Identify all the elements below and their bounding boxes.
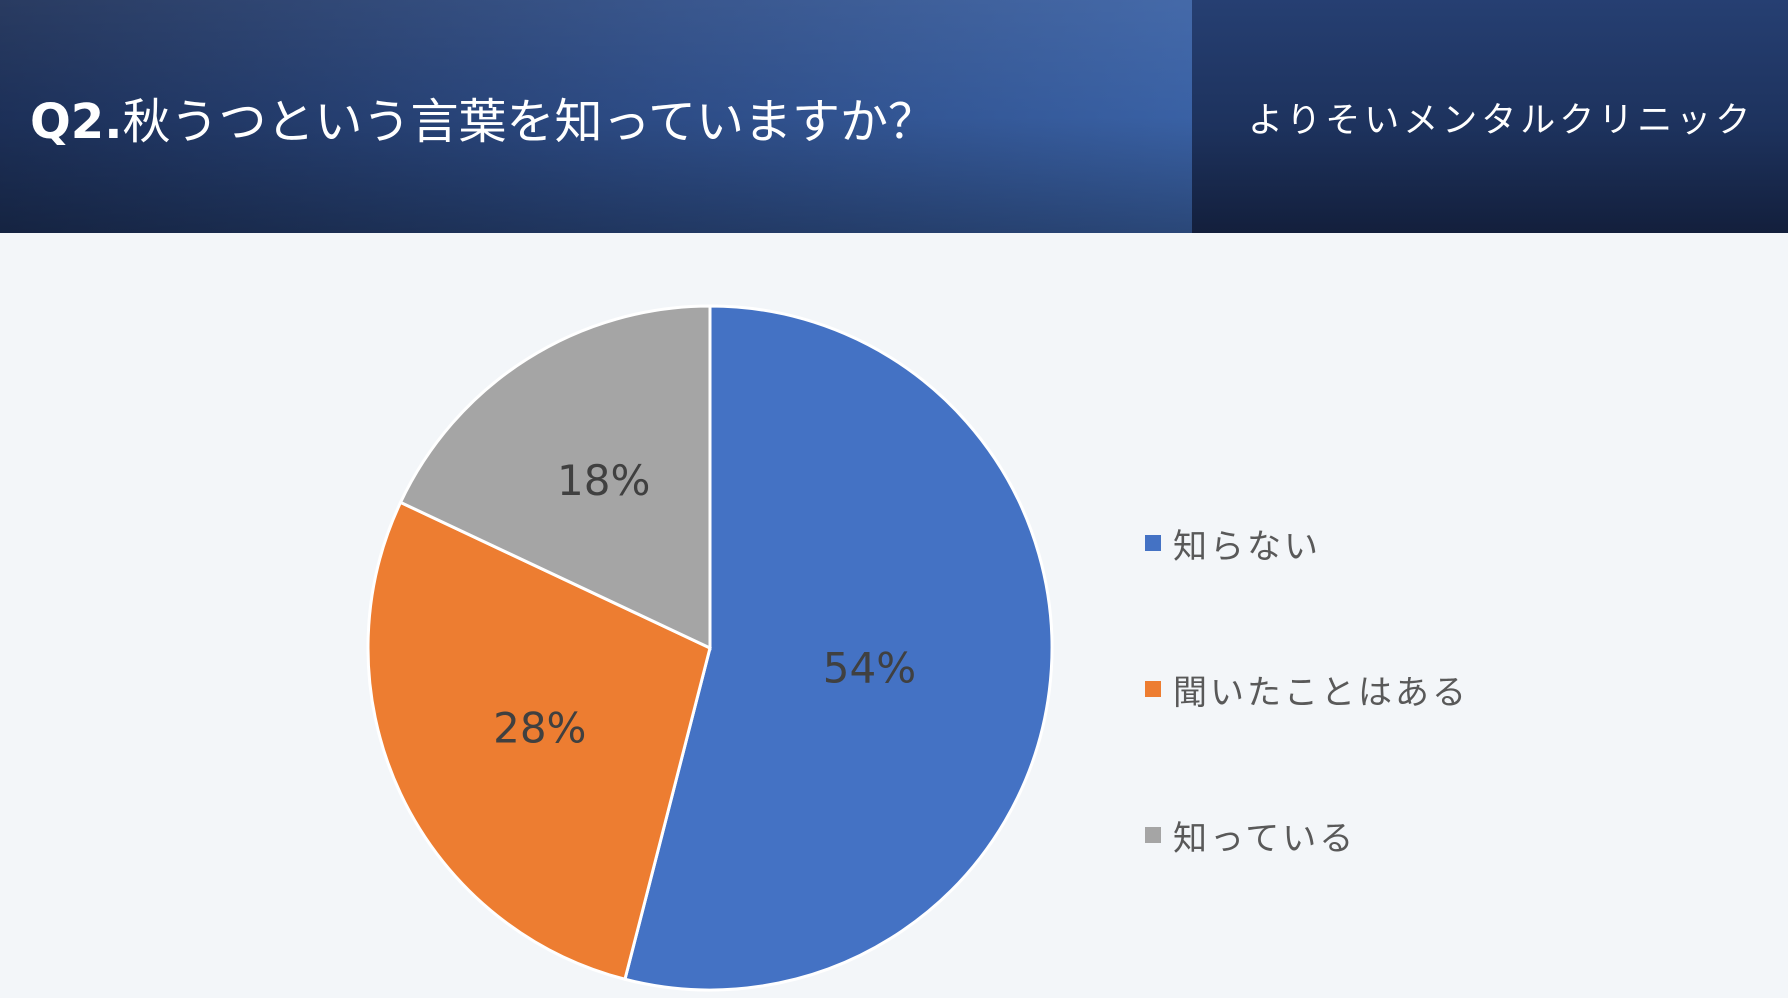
page-title: Q2.秋うつという言葉を知っていますか？	[30, 82, 936, 152]
pie-slice-kiitakoto	[366, 500, 712, 982]
data-label-kiitakoto: 28%	[493, 704, 586, 753]
legend-item-shitteiru: 知っている	[1145, 762, 1469, 908]
legend-item-kiitakoto: 聞いたことはある	[1145, 616, 1469, 762]
pie-data-labels: 54% 28% 18%	[493, 456, 916, 753]
pie-slice-shitteiru	[398, 304, 712, 651]
legend-swatch-shitteiru	[1145, 827, 1161, 843]
legend-item-shiranai: 知らない	[1145, 470, 1469, 616]
data-label-shiranai: 54%	[823, 644, 916, 693]
header-banner: Q2.秋うつという言葉を知っていますか？ よりそいメンタルクリニック	[0, 0, 1788, 233]
pie-chart: 54% 28% 18%	[366, 304, 1054, 992]
legend-label-kiitakoto: 聞いたことはある	[1173, 672, 1469, 713]
data-label-shitteiru: 18%	[557, 456, 650, 505]
header-left-panel	[0, 0, 1192, 233]
chart-legend: 知らない 聞いたことはある 知っている	[1145, 470, 1469, 908]
pie-slice-shiranai	[623, 304, 1054, 992]
legend-label-shiranai: 知らない	[1173, 526, 1321, 567]
legend-label-shitteiru: 知っている	[1173, 818, 1357, 859]
question-number: Q2.	[30, 94, 123, 150]
pie-slices	[366, 304, 1054, 992]
question-text: 秋うつという言葉を知っていますか？	[122, 94, 937, 150]
header-right-panel	[1192, 0, 1788, 233]
clinic-name: よりそいメンタルクリニック	[1248, 101, 1755, 141]
legend-swatch-kiitakoto	[1145, 681, 1161, 697]
legend-swatch-shiranai	[1145, 535, 1161, 551]
